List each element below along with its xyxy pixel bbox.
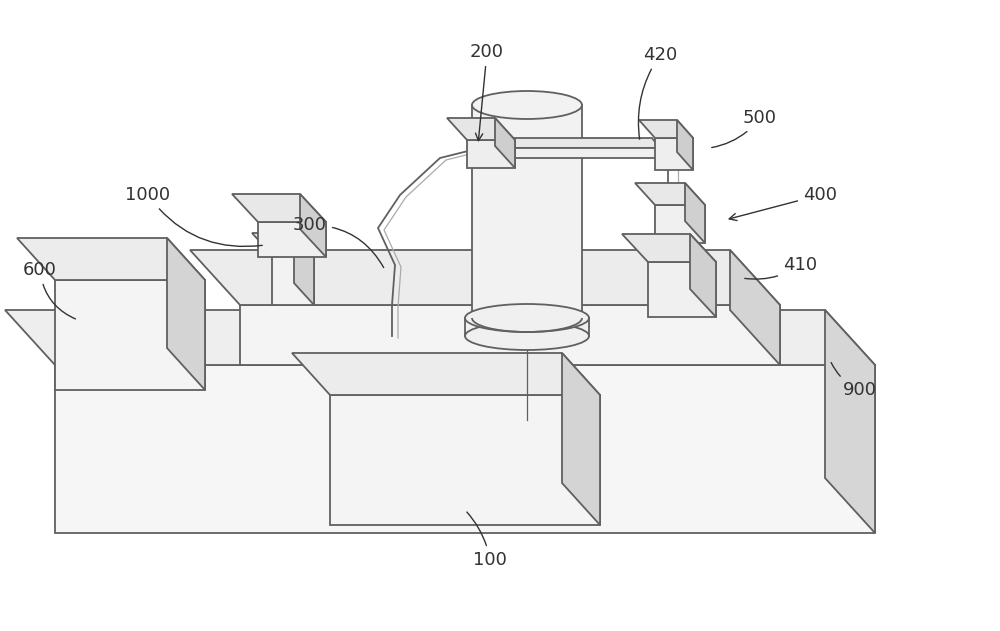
Text: 420: 420 xyxy=(638,46,677,139)
Polygon shape xyxy=(562,353,600,525)
Polygon shape xyxy=(467,140,515,168)
Polygon shape xyxy=(825,310,875,533)
Polygon shape xyxy=(17,238,205,280)
Polygon shape xyxy=(465,318,589,336)
Ellipse shape xyxy=(472,91,582,119)
Polygon shape xyxy=(690,234,716,317)
Polygon shape xyxy=(232,194,326,222)
Polygon shape xyxy=(272,255,314,305)
Polygon shape xyxy=(167,238,205,390)
Polygon shape xyxy=(55,280,205,390)
Polygon shape xyxy=(655,205,705,243)
Polygon shape xyxy=(648,262,716,317)
Polygon shape xyxy=(685,183,705,243)
Polygon shape xyxy=(677,120,693,170)
Polygon shape xyxy=(730,250,780,365)
Polygon shape xyxy=(190,250,780,305)
Text: 1000: 1000 xyxy=(125,186,262,247)
Polygon shape xyxy=(495,118,515,168)
Polygon shape xyxy=(655,138,693,170)
Polygon shape xyxy=(447,118,515,140)
Polygon shape xyxy=(292,353,600,395)
Text: 500: 500 xyxy=(712,109,777,148)
Text: 900: 900 xyxy=(831,363,877,399)
Text: 410: 410 xyxy=(745,256,817,279)
Polygon shape xyxy=(635,183,705,205)
Polygon shape xyxy=(622,234,716,262)
Text: 400: 400 xyxy=(729,186,837,221)
Polygon shape xyxy=(5,310,875,365)
Polygon shape xyxy=(487,148,660,158)
Polygon shape xyxy=(252,233,314,255)
Polygon shape xyxy=(240,305,780,365)
Polygon shape xyxy=(300,194,326,257)
Text: 600: 600 xyxy=(23,261,75,319)
Polygon shape xyxy=(330,395,600,525)
Polygon shape xyxy=(479,138,660,148)
Text: 100: 100 xyxy=(467,512,507,569)
Polygon shape xyxy=(472,105,582,318)
Text: 300: 300 xyxy=(293,216,384,268)
Ellipse shape xyxy=(465,304,589,332)
Text: 200: 200 xyxy=(470,43,504,141)
Polygon shape xyxy=(55,365,875,533)
Polygon shape xyxy=(258,222,326,257)
Polygon shape xyxy=(639,120,693,138)
Polygon shape xyxy=(294,233,314,305)
Ellipse shape xyxy=(465,322,589,350)
